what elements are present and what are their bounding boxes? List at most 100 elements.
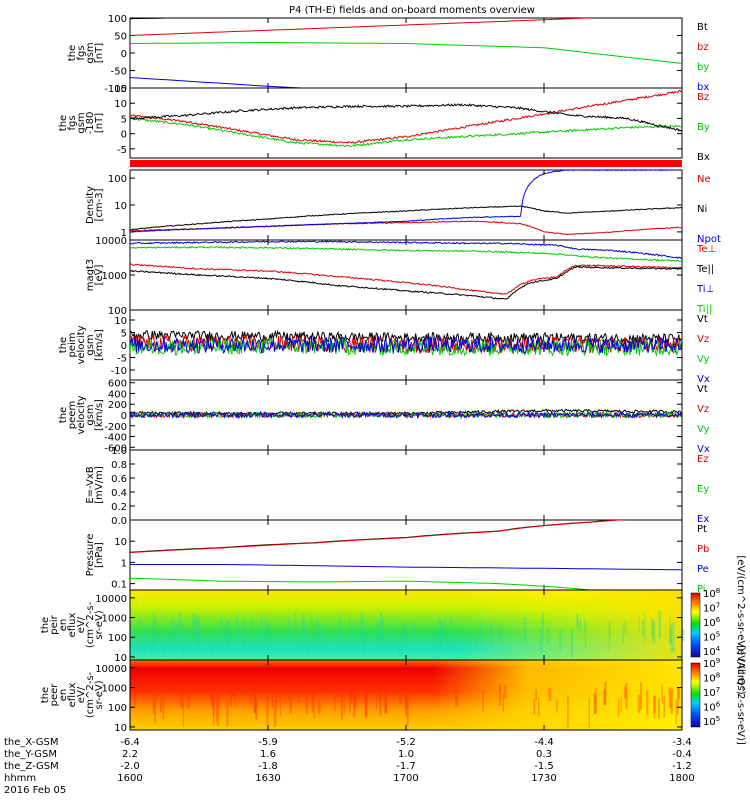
- y-tick-label: 100: [108, 306, 127, 317]
- colorbar-gradient: [690, 662, 701, 728]
- spectrogram-texture: [533, 698, 536, 715]
- legend-Ez: Ez: [697, 454, 709, 465]
- panel-pressure: 0.1 1 10 Pressure[nPa] Pt Pb Pe Pi: [85, 519, 709, 595]
- y-tick-label: 0.2: [111, 502, 127, 513]
- ephemeris-value: 1630: [255, 773, 280, 784]
- series-Te⊥-line: [130, 263, 682, 295]
- spectrogram-texture: [212, 693, 214, 710]
- y-axis-label: gsm: [85, 42, 96, 63]
- y-tick-label: 5: [121, 329, 127, 340]
- y-tick-label: 1000: [102, 271, 127, 282]
- spectrogram-texture: [443, 618, 446, 637]
- spectrogram-texture: [548, 687, 552, 701]
- y-tick-label: 0: [121, 49, 127, 60]
- spectrogram-texture: [379, 627, 383, 650]
- spectrogram-texture: [182, 701, 185, 727]
- legend-Ne: Ne: [697, 174, 711, 185]
- spectrogram-texture: [584, 618, 586, 632]
- legend-Bx: Bx: [697, 152, 710, 163]
- spectrogram-texture: [577, 617, 579, 632]
- spectrogram-texture: [232, 682, 235, 697]
- y-tick-label: 0.1: [111, 580, 127, 591]
- y-axis-label: the: [40, 687, 51, 703]
- y-tick-label: 15: [114, 84, 127, 95]
- spectrogram-texture: [677, 687, 679, 715]
- spectrogram-texture: [305, 696, 308, 714]
- colorbar-tick-label: 105: [703, 631, 720, 644]
- y-axis-label: fgs: [67, 115, 78, 130]
- spectrogram-texture: [159, 699, 163, 713]
- spectrogram-texture: [249, 685, 252, 704]
- y-tick-label: 10: [114, 537, 127, 548]
- y-tick-label: 0.6: [111, 474, 127, 485]
- y-tick-label: 10: [114, 653, 127, 664]
- spectrogram-texture: [215, 696, 218, 722]
- y-axis-label: Pressure: [85, 534, 96, 577]
- y-tick-label: 10: [114, 201, 127, 212]
- ephemeris-value: -2.0: [120, 761, 140, 772]
- series-Ni-line: [130, 205, 682, 231]
- spectrogram-texture: [349, 698, 351, 714]
- ephemeris-value: 1600: [117, 773, 142, 784]
- y-axis-label: eflux: [67, 613, 78, 638]
- spectrogram-texture: [681, 628, 685, 642]
- spectrogram-texture: [384, 701, 388, 714]
- spectrogram-texture: [498, 684, 502, 706]
- spectrogram-texture: [661, 684, 663, 704]
- spectrogram-texture: [353, 691, 356, 718]
- ephemeris-value: -1.2: [672, 761, 692, 772]
- colorbar-tick-label: 109: [703, 657, 720, 670]
- legend-Te⊥: Te⊥: [696, 244, 716, 255]
- spectrogram-texture: [624, 620, 627, 634]
- colorbar-tick-label: 107: [703, 602, 720, 615]
- spectrogram-texture: [280, 689, 282, 717]
- spectrogram-texture: [236, 616, 238, 637]
- spectrogram-texture: [541, 613, 544, 641]
- series-Vt-line: [130, 329, 682, 345]
- panel-frame: [129, 449, 683, 521]
- panel-efield: 0.0 0.2 0.4 0.6 0.8 1.0 E=-VxB[mV/m] Ez Ey Ex: [85, 446, 709, 527]
- spectrogram-texture: [490, 623, 493, 646]
- y-axis-label: [nPa]: [94, 542, 105, 568]
- y-axis-label: eV/: [76, 616, 87, 633]
- series-Te||-line: [130, 265, 682, 300]
- spectrogram-texture: [134, 690, 136, 707]
- colorbar-label: [eV/(cm^2-s-sr-eV)]: [735, 645, 746, 745]
- spectrogram-texture: [363, 629, 367, 654]
- y-axis-label: [mV/m]: [94, 466, 105, 504]
- spectrogram-texture: [179, 686, 182, 708]
- spectrogram-texture: [642, 620, 645, 637]
- spectrogram-texture: [479, 622, 482, 641]
- y-axis-label: the: [40, 617, 51, 633]
- spectrogram-texture: [226, 620, 230, 651]
- legend-bz: bz: [697, 42, 709, 53]
- panel-density: 1 10 100 Density[cm-3] Ne Ni Npot: [85, 169, 721, 245]
- legend-Ey: Ey: [697, 484, 709, 495]
- y-axis-label: peem: [67, 401, 78, 429]
- spectrogram-texture: [210, 695, 213, 706]
- series-Pe-line: [130, 564, 682, 571]
- y-tick-label: -10: [111, 366, 127, 377]
- legend-Ex: Ex: [697, 514, 709, 525]
- spectrogram-texture: [319, 624, 322, 645]
- spectrogram-texture: [294, 611, 297, 638]
- ephemeris-value: -5.9: [258, 737, 278, 748]
- spectrogram-texture: [255, 628, 258, 649]
- spectrogram-texture: [297, 683, 300, 704]
- y-tick-label: -400: [104, 433, 127, 444]
- spectrogram-texture: [310, 615, 313, 632]
- spectrogram-texture: [216, 695, 220, 726]
- y-axis-label: eflux: [67, 683, 78, 708]
- y-tick-label: 10000: [95, 594, 127, 605]
- legend-Pt: Pt: [697, 524, 707, 535]
- spectrogram-texture: [350, 622, 354, 653]
- spectrogram-texture: [501, 627, 504, 639]
- spectrogram-texture: [675, 699, 677, 725]
- spectrogram-texture: [151, 626, 154, 653]
- spectrogram-texture: [556, 699, 558, 713]
- spectrogram-texture: [143, 625, 145, 655]
